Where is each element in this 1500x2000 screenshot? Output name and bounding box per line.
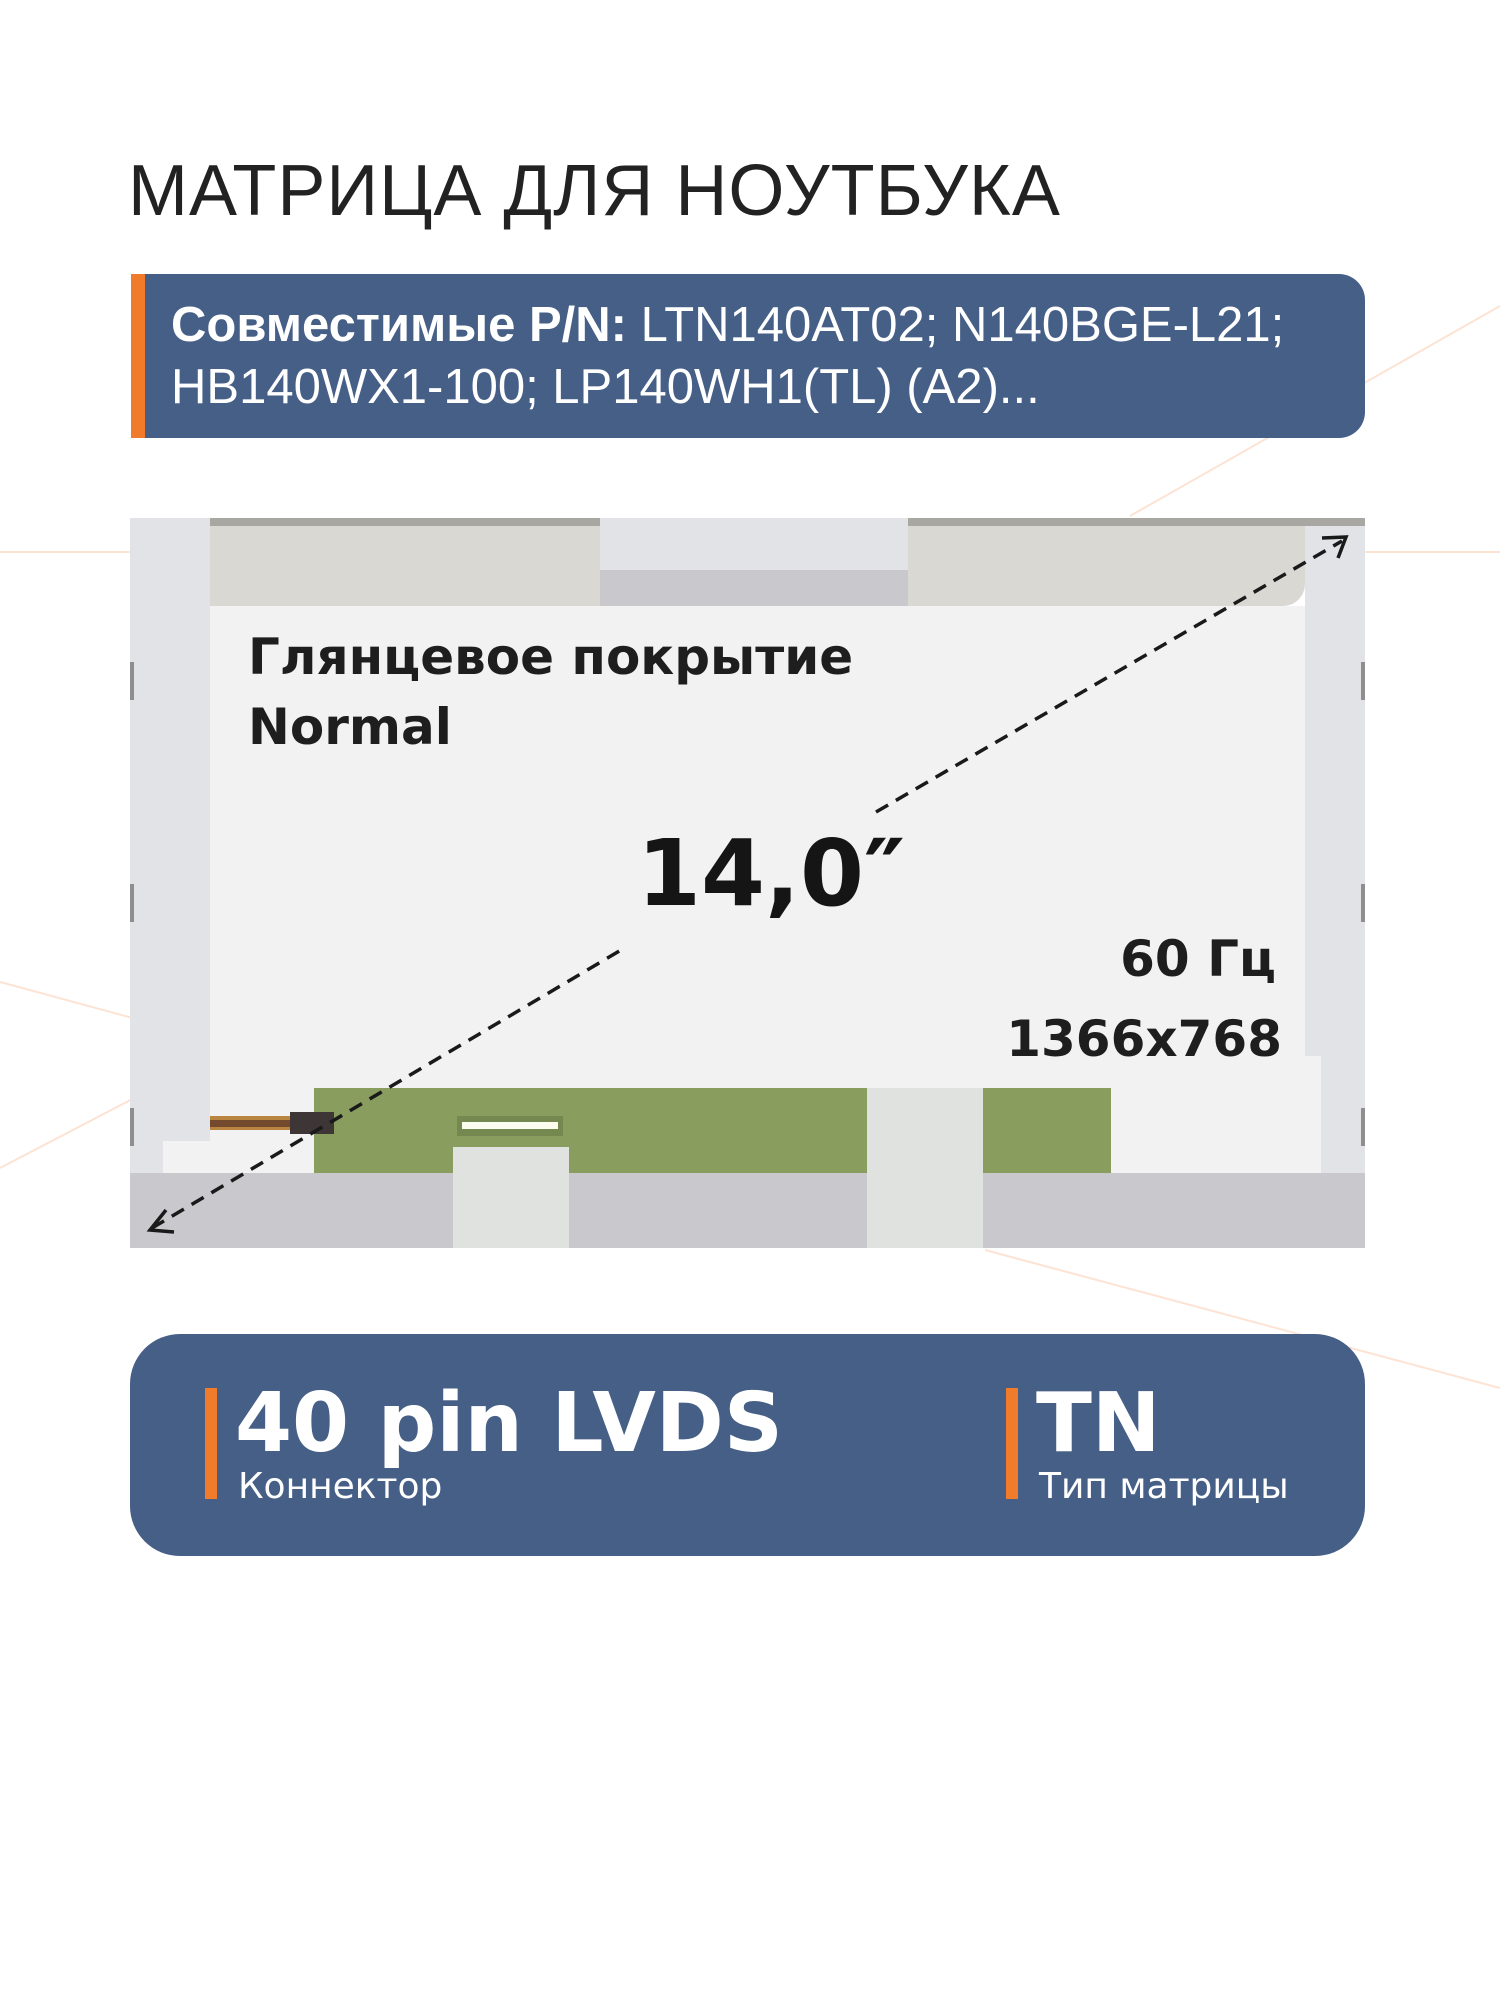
accent-bar	[205, 1388, 217, 1499]
mount-tab	[130, 1108, 134, 1146]
compatible-pn-line1: LTN140AT02; N140BGE-L21;	[626, 298, 1285, 352]
page-title: МАТРИЦА ДЛЯ НОУТБУКА	[128, 151, 1061, 231]
accent-bar	[1006, 1388, 1018, 1499]
matrix-type-label: Тип матрицы	[1039, 1466, 1289, 1507]
mount-tab	[130, 662, 134, 700]
diagonal-size: 14,0″	[637, 820, 906, 927]
connector-label: Коннектор	[238, 1466, 443, 1507]
coating-type: Normal	[248, 698, 452, 756]
panel-top-strip-right	[908, 526, 1305, 606]
panel-right-inner	[1305, 1056, 1321, 1173]
flex-cable-1	[453, 1147, 569, 1248]
accent-bar	[131, 274, 145, 438]
panel-bottom-left-inner	[163, 1141, 314, 1173]
diagonal-arrow	[146, 535, 1349, 1234]
specs-box: 40 pin LVDS Коннектор TN Тип матрицы	[130, 1334, 1365, 1556]
compatible-pn-line2: HB140WX1-100; LP140WH1(TL) (A2)...	[171, 360, 1040, 414]
compatible-pn-label: Совместимые P/N:	[171, 298, 627, 352]
panel-left-frame	[130, 518, 210, 1173]
mount-tab	[130, 884, 134, 922]
mount-tab	[1361, 884, 1365, 922]
resolution: 1366x768	[1006, 1010, 1282, 1068]
panel-top-center	[600, 518, 908, 570]
connector-value: 40 pin LVDS	[235, 1376, 783, 1471]
coating-label: Глянцевое покрытие	[248, 628, 854, 686]
panel-top-center-lower	[600, 570, 908, 606]
compatible-pn-box: Совместимые P/N: LTN140AT02; N140BGE-L21…	[131, 274, 1365, 438]
panel-main-area	[210, 606, 1305, 1173]
refresh-rate: 60 Гц	[1120, 930, 1276, 988]
pcb-connector-socket	[457, 1116, 563, 1136]
panel-bottom-bar	[130, 1173, 1365, 1248]
backlight-cable	[210, 1116, 290, 1130]
matrix-type-value: TN	[1036, 1376, 1161, 1471]
lcd-panel-illustration: Глянцевое покрытие Normal 14,0″ 60 Гц 13…	[130, 518, 1365, 1248]
mount-tab	[1361, 662, 1365, 700]
compatible-pn-text: Совместимые P/N: LTN140AT02; N140BGE-L21…	[171, 294, 1351, 418]
mount-tab	[1361, 1108, 1365, 1146]
flex-cable-2	[867, 1088, 983, 1248]
panel-top-strip-left	[210, 526, 600, 606]
